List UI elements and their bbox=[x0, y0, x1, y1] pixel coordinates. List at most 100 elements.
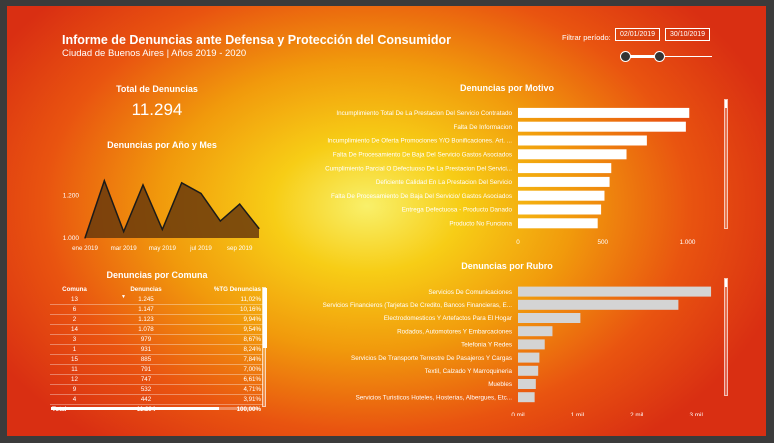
bar[interactable] bbox=[518, 135, 647, 146]
cell-denuncias: 1.123 bbox=[99, 314, 193, 325]
bar[interactable] bbox=[518, 326, 553, 337]
report-subtitle: Ciudad de Buenos Aires | Años 2019 - 202… bbox=[62, 48, 247, 59]
cell-comuna: 15 bbox=[50, 354, 99, 365]
cell-comuna: 6 bbox=[50, 304, 99, 315]
table-row[interactable]: 11 791 7,00% bbox=[50, 364, 263, 375]
cell-porcentaje: 7,00% bbox=[193, 364, 263, 375]
bar[interactable] bbox=[518, 365, 539, 376]
area-data-point[interactable] bbox=[103, 180, 105, 182]
column-header-porcentaje[interactable]: %TG Denuncias bbox=[213, 285, 261, 293]
cell-comuna: 1 bbox=[50, 344, 99, 355]
area-data-point[interactable] bbox=[239, 203, 241, 205]
area-series-line[interactable] bbox=[84, 178, 260, 239]
area-data-point[interactable] bbox=[161, 228, 163, 231]
bar[interactable] bbox=[518, 163, 612, 174]
table-row[interactable]: 2 1.123 9,94% bbox=[50, 314, 263, 325]
cell-denuncias: 1.147 bbox=[99, 304, 193, 315]
table-row[interactable]: 6 1.147 10,16% bbox=[50, 304, 263, 315]
table-row[interactable]: 9 532 4,71% bbox=[50, 384, 263, 395]
rubro-chart-title: Denuncias por Rubro bbox=[461, 261, 553, 271]
table-row[interactable]: 4 442 3,91% bbox=[50, 394, 263, 405]
motivo-scrollbar-thumb[interactable] bbox=[725, 100, 727, 108]
area-data-point[interactable] bbox=[258, 227, 260, 230]
date-range-slider[interactable] bbox=[620, 50, 712, 64]
cell-comuna: 9 bbox=[50, 384, 99, 395]
table-row[interactable]: 15 885 7,84% bbox=[50, 354, 263, 365]
cell-denuncias: 791 bbox=[99, 364, 193, 375]
slider-range-fill bbox=[625, 55, 660, 58]
area-data-point[interactable] bbox=[142, 184, 144, 186]
motivo-chart-title: Denuncias por Motivo bbox=[459, 83, 554, 93]
table-scrollbar-thumb[interactable] bbox=[263, 288, 267, 348]
table-scrollbar[interactable] bbox=[262, 287, 267, 407]
area-chart: 1.200 1.000 ene 2019 mar 2019 may 2019 jul 20… bbox=[63, 178, 260, 252]
cell-porcentaje: 8,24% bbox=[193, 344, 263, 355]
table-row[interactable]: 12 747 6,61% bbox=[50, 374, 263, 385]
cell-porcentaje: 9,94% bbox=[193, 314, 263, 325]
bar-category-label: Incumplimiento Total De La Prestacion De… bbox=[336, 110, 512, 117]
table-horizontal-scrollbar[interactable] bbox=[51, 407, 258, 410]
rubro-scrollbar[interactable] bbox=[724, 278, 728, 396]
table-row[interactable]: 14 1.078 9,54% bbox=[50, 324, 263, 335]
cell-comuna: 12 bbox=[50, 374, 99, 385]
bar[interactable] bbox=[518, 379, 536, 389]
bar-category-label: Cumplimiento Parcial O Defectuoso De La … bbox=[325, 165, 512, 172]
table-horizontal-scrollbar-thumb[interactable] bbox=[51, 407, 219, 410]
slider-start-handle[interactable] bbox=[620, 51, 631, 62]
bar[interactable] bbox=[518, 149, 627, 160]
area-data-point[interactable] bbox=[200, 192, 202, 195]
cell-porcentaje: 11,02% bbox=[193, 295, 263, 305]
report-canvas: Informe de Denuncias ante Defensa y Prot… bbox=[7, 6, 766, 436]
bar[interactable] bbox=[518, 107, 690, 118]
bar-category-label: Falta De Procesamiento De Baja Del Servi… bbox=[331, 193, 512, 200]
area-xtick-label: sep 2019 bbox=[227, 245, 253, 252]
bar[interactable] bbox=[518, 299, 679, 310]
bar-category-label: Telefonia Y Redes bbox=[461, 342, 512, 349]
slider-track bbox=[620, 56, 712, 57]
area-ytick-label: 1.000 bbox=[63, 235, 80, 242]
bar-category-label: Servicios Turisticos Hoteles, Hosterias,… bbox=[356, 394, 513, 401]
bar-category-label: Electrodomesticos Y Artefactos Para El H… bbox=[384, 315, 512, 322]
bar-category-label: Deficiente Calidad En La Prestacion Del … bbox=[376, 179, 513, 186]
bar[interactable] bbox=[518, 218, 598, 229]
bar[interactable] bbox=[518, 352, 540, 363]
area-data-point[interactable] bbox=[123, 231, 125, 233]
motivo-scrollbar[interactable] bbox=[724, 99, 728, 229]
cell-denuncias: 442 bbox=[99, 394, 193, 405]
slider-end-handle[interactable] bbox=[654, 51, 666, 62]
bar[interactable] bbox=[518, 392, 535, 403]
start-date-input[interactable]: 02/01/2019 bbox=[615, 28, 661, 41]
bar[interactable] bbox=[518, 190, 605, 201]
area-xtick-label: mar 2019 bbox=[111, 245, 138, 252]
bar[interactable] bbox=[518, 313, 581, 323]
bar[interactable] bbox=[518, 204, 602, 215]
bar[interactable] bbox=[518, 121, 686, 132]
end-date-input[interactable]: 30/10/2019 bbox=[665, 28, 711, 41]
area-data-point[interactable] bbox=[84, 237, 86, 239]
column-header-comuna[interactable]: Comuna bbox=[62, 285, 87, 293]
cell-porcentaje: 8,67% bbox=[193, 334, 263, 345]
bar[interactable] bbox=[518, 286, 712, 297]
area-data-point[interactable] bbox=[181, 182, 183, 184]
table-row[interactable]: 13 1.245 11,02% bbox=[50, 295, 263, 305]
bar-xtick-label: 2 mil bbox=[630, 412, 643, 416]
filter-label: Filtrar período: bbox=[562, 33, 611, 42]
bar[interactable] bbox=[518, 176, 610, 187]
sort-descending-icon[interactable]: ▼ bbox=[121, 294, 126, 300]
bar-xtick-label: 500 bbox=[598, 239, 609, 244]
cell-comuna: 11 bbox=[50, 364, 99, 375]
column-header-denuncias[interactable]: Denuncias bbox=[130, 285, 162, 293]
table-row[interactable]: 3 979 8,67% bbox=[50, 334, 263, 345]
area-series-fill[interactable] bbox=[85, 180, 259, 238]
cell-denuncias: 1.078 bbox=[99, 324, 193, 335]
cell-porcentaje: 10,16% bbox=[193, 304, 263, 315]
area-xtick-label: jul 2019 bbox=[189, 245, 212, 252]
area-data-point[interactable] bbox=[219, 220, 221, 222]
cell-porcentaje: 4,71% bbox=[193, 384, 263, 395]
bar[interactable] bbox=[518, 339, 545, 350]
bar-category-label: Muebles bbox=[488, 381, 512, 388]
table-row[interactable]: 1 931 8,24% bbox=[50, 344, 263, 355]
bar-category-label: Servicios De Transporte Terrestre De Pas… bbox=[351, 355, 512, 362]
rubro-scrollbar-thumb[interactable] bbox=[725, 279, 727, 287]
